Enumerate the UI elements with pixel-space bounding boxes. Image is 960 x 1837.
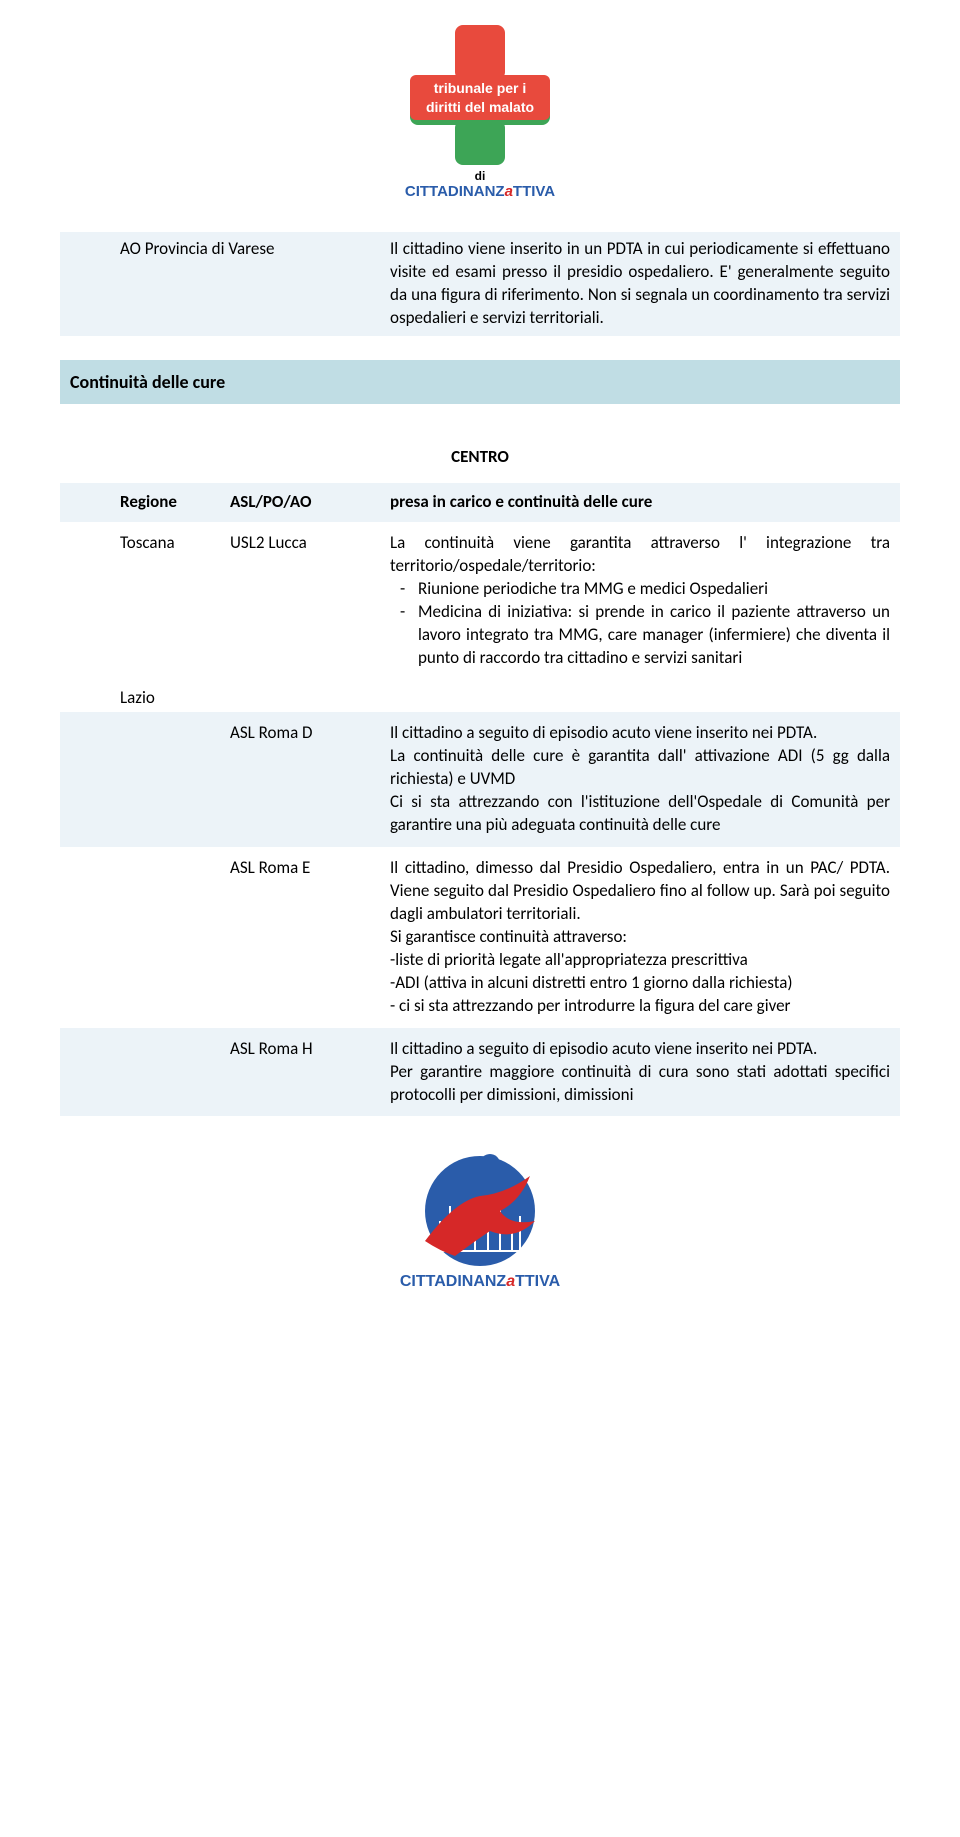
- spacer-cell: [60, 522, 110, 680]
- table-row: ASL Roma E Il cittadino, dimesso dal Pre…: [60, 847, 900, 1028]
- desc-line: -liste di priorità legate all'appropriat…: [390, 949, 890, 972]
- region-cell: [110, 1028, 220, 1117]
- intro-table: AO Provincia di Varese Il cittadino vien…: [60, 232, 900, 336]
- spacer-cell: [60, 712, 110, 847]
- desc-line: Il cittadino a seguito di episodio acuto…: [390, 722, 890, 745]
- desc-cell: Il cittadino a seguito di episodio acuto…: [380, 712, 900, 847]
- desc-line: Il cittadino a seguito di episodio acuto…: [390, 1038, 890, 1061]
- list-item: Riunione periodiche tra MMG e medici Osp…: [418, 578, 890, 601]
- asl-cell: [220, 679, 380, 712]
- svg-text:di: di: [475, 169, 486, 183]
- asl-cell: ASL Roma H: [220, 1028, 380, 1117]
- desc-cell: Il cittadino a seguito di episodio acuto…: [380, 1028, 900, 1117]
- desc-intro: La continuità viene garantita attraverso…: [390, 532, 890, 576]
- bottom-logo: CITTADINANZaTTIVA: [60, 1146, 900, 1303]
- table-row: Lazio: [60, 679, 900, 712]
- spacer-cell: [60, 232, 110, 336]
- region-cell: Lazio: [110, 679, 220, 712]
- col-region-header: Regione: [110, 483, 220, 522]
- desc-cell: Il cittadino, dimesso dal Presidio Osped…: [380, 847, 900, 1028]
- desc-cell: La continuità viene garantita attraverso…: [380, 522, 900, 680]
- continuity-table: Continuità delle cure CENTRO Regione ASL…: [60, 336, 900, 1117]
- table-row: AO Provincia di Varese Il cittadino vien…: [60, 232, 900, 336]
- desc-line: Si garantisce continuità attraverso:: [390, 926, 890, 949]
- spacer-cell: [60, 1028, 110, 1117]
- region-cell: Toscana: [110, 522, 220, 680]
- table-row: ASL Roma H Il cittadino a seguito di epi…: [60, 1028, 900, 1117]
- col-desc-header: presa in carico e continuità delle cure: [380, 483, 900, 522]
- desc-line: Ci si sta attrezzando con l'istituzione …: [390, 791, 890, 837]
- desc-cell: Il cittadino viene inserito in un PDTA i…: [380, 232, 900, 336]
- top-logo: tribunale per i diritti del malato di CI…: [60, 20, 900, 207]
- svg-text:CITTADINANZaTTIVA: CITTADINANZaTTIVA: [405, 183, 555, 200]
- cittadinanzattiva-runner-icon: CITTADINANZaTTIVA: [380, 1146, 580, 1296]
- entity-cell: AO Provincia di Varese: [110, 232, 380, 336]
- spacer-cell: [60, 679, 110, 712]
- spacer-cell: [60, 847, 110, 1028]
- desc-line: Il cittadino, dimesso dal Presidio Osped…: [390, 857, 890, 926]
- spacer-cell: [60, 483, 110, 522]
- desc-line: Per garantire maggiore continuità di cur…: [390, 1061, 890, 1107]
- region-cell: [110, 847, 220, 1028]
- asl-cell: ASL Roma E: [220, 847, 380, 1028]
- desc-line: - ci si sta attrezzando per introdurre l…: [390, 995, 890, 1018]
- section-header-row: Continuità delle cure: [60, 360, 900, 404]
- bullet-list: Riunione periodiche tra MMG e medici Osp…: [390, 578, 890, 670]
- table-row: Toscana USL2 Lucca La continuità viene g…: [60, 522, 900, 680]
- desc-line: La continuità delle cure è garantita dal…: [390, 745, 890, 791]
- svg-text:CITTADINANZaTTIVA: CITTADINANZaTTIVA: [400, 1273, 561, 1290]
- asl-cell: ASL Roma D: [220, 712, 380, 847]
- tribunale-cross-icon: tribunale per i diritti del malato di CI…: [380, 20, 580, 200]
- region-cell: [110, 712, 220, 847]
- col-asl-header: ASL/PO/AO: [220, 483, 380, 522]
- desc-cell: [380, 679, 900, 712]
- column-header-row: Regione ASL/PO/AO presa in carico e cont…: [60, 483, 900, 522]
- section-title: Continuità delle cure: [60, 360, 900, 404]
- centro-label: CENTRO: [60, 428, 900, 483]
- svg-text:diritti del malato: diritti del malato: [426, 99, 534, 115]
- list-item: Medicina di iniziativa: si prende in car…: [418, 601, 890, 670]
- centro-row: CENTRO: [60, 428, 900, 483]
- svg-text:tribunale per i: tribunale per i: [434, 80, 527, 96]
- desc-line: -ADI (attiva in alcuni distretti entro 1…: [390, 972, 890, 995]
- asl-cell: USL2 Lucca: [220, 522, 380, 680]
- table-row: ASL Roma D Il cittadino a seguito di epi…: [60, 712, 900, 847]
